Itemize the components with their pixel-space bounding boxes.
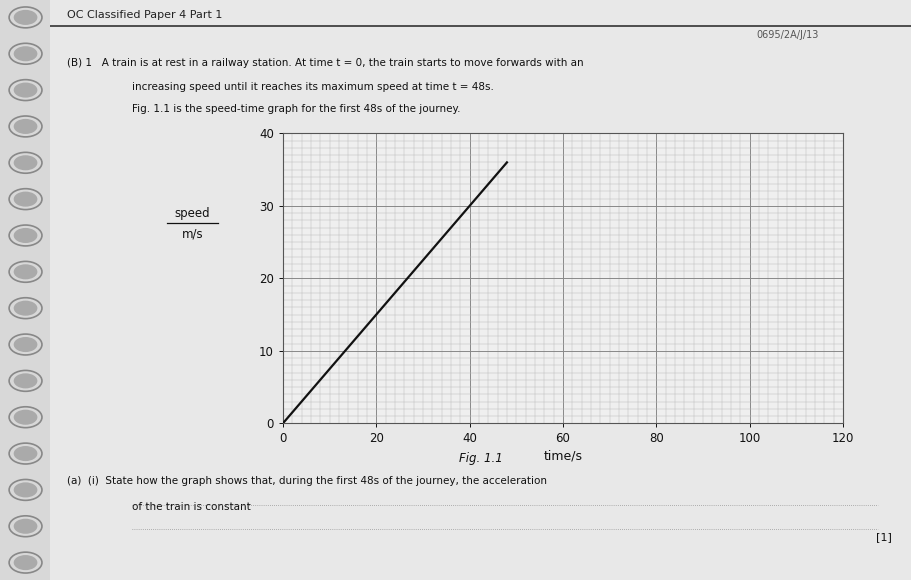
Point [161,220,172,227]
Text: Fig. 1.1 is the speed-time graph for the first 48s of the journey.: Fig. 1.1 is the speed-time graph for the… [132,104,460,114]
Text: OC Classified Paper 4 Part 1: OC Classified Paper 4 Part 1 [67,9,222,20]
X-axis label: time/s: time/s [543,450,582,463]
Text: speed: speed [174,208,210,220]
Text: (B) 1   A train is at rest in a railway station. At time t = 0, the train starts: (B) 1 A train is at rest in a railway st… [67,58,583,68]
Text: Fig. 1.1: Fig. 1.1 [459,452,502,465]
Text: of the train is constant: of the train is constant [132,502,251,512]
Point [212,220,223,227]
Text: [1]: [1] [875,532,891,542]
Text: (a)  (i)  State how the graph shows that, during the first 48s of the journey, t: (a) (i) State how the graph shows that, … [67,476,547,485]
Text: m/s: m/s [181,227,203,240]
Text: 0695/2A/J/13: 0695/2A/J/13 [756,30,818,40]
Text: increasing speed until it reaches its maximum speed at time t = 48s.: increasing speed until it reaches its ma… [132,82,494,92]
